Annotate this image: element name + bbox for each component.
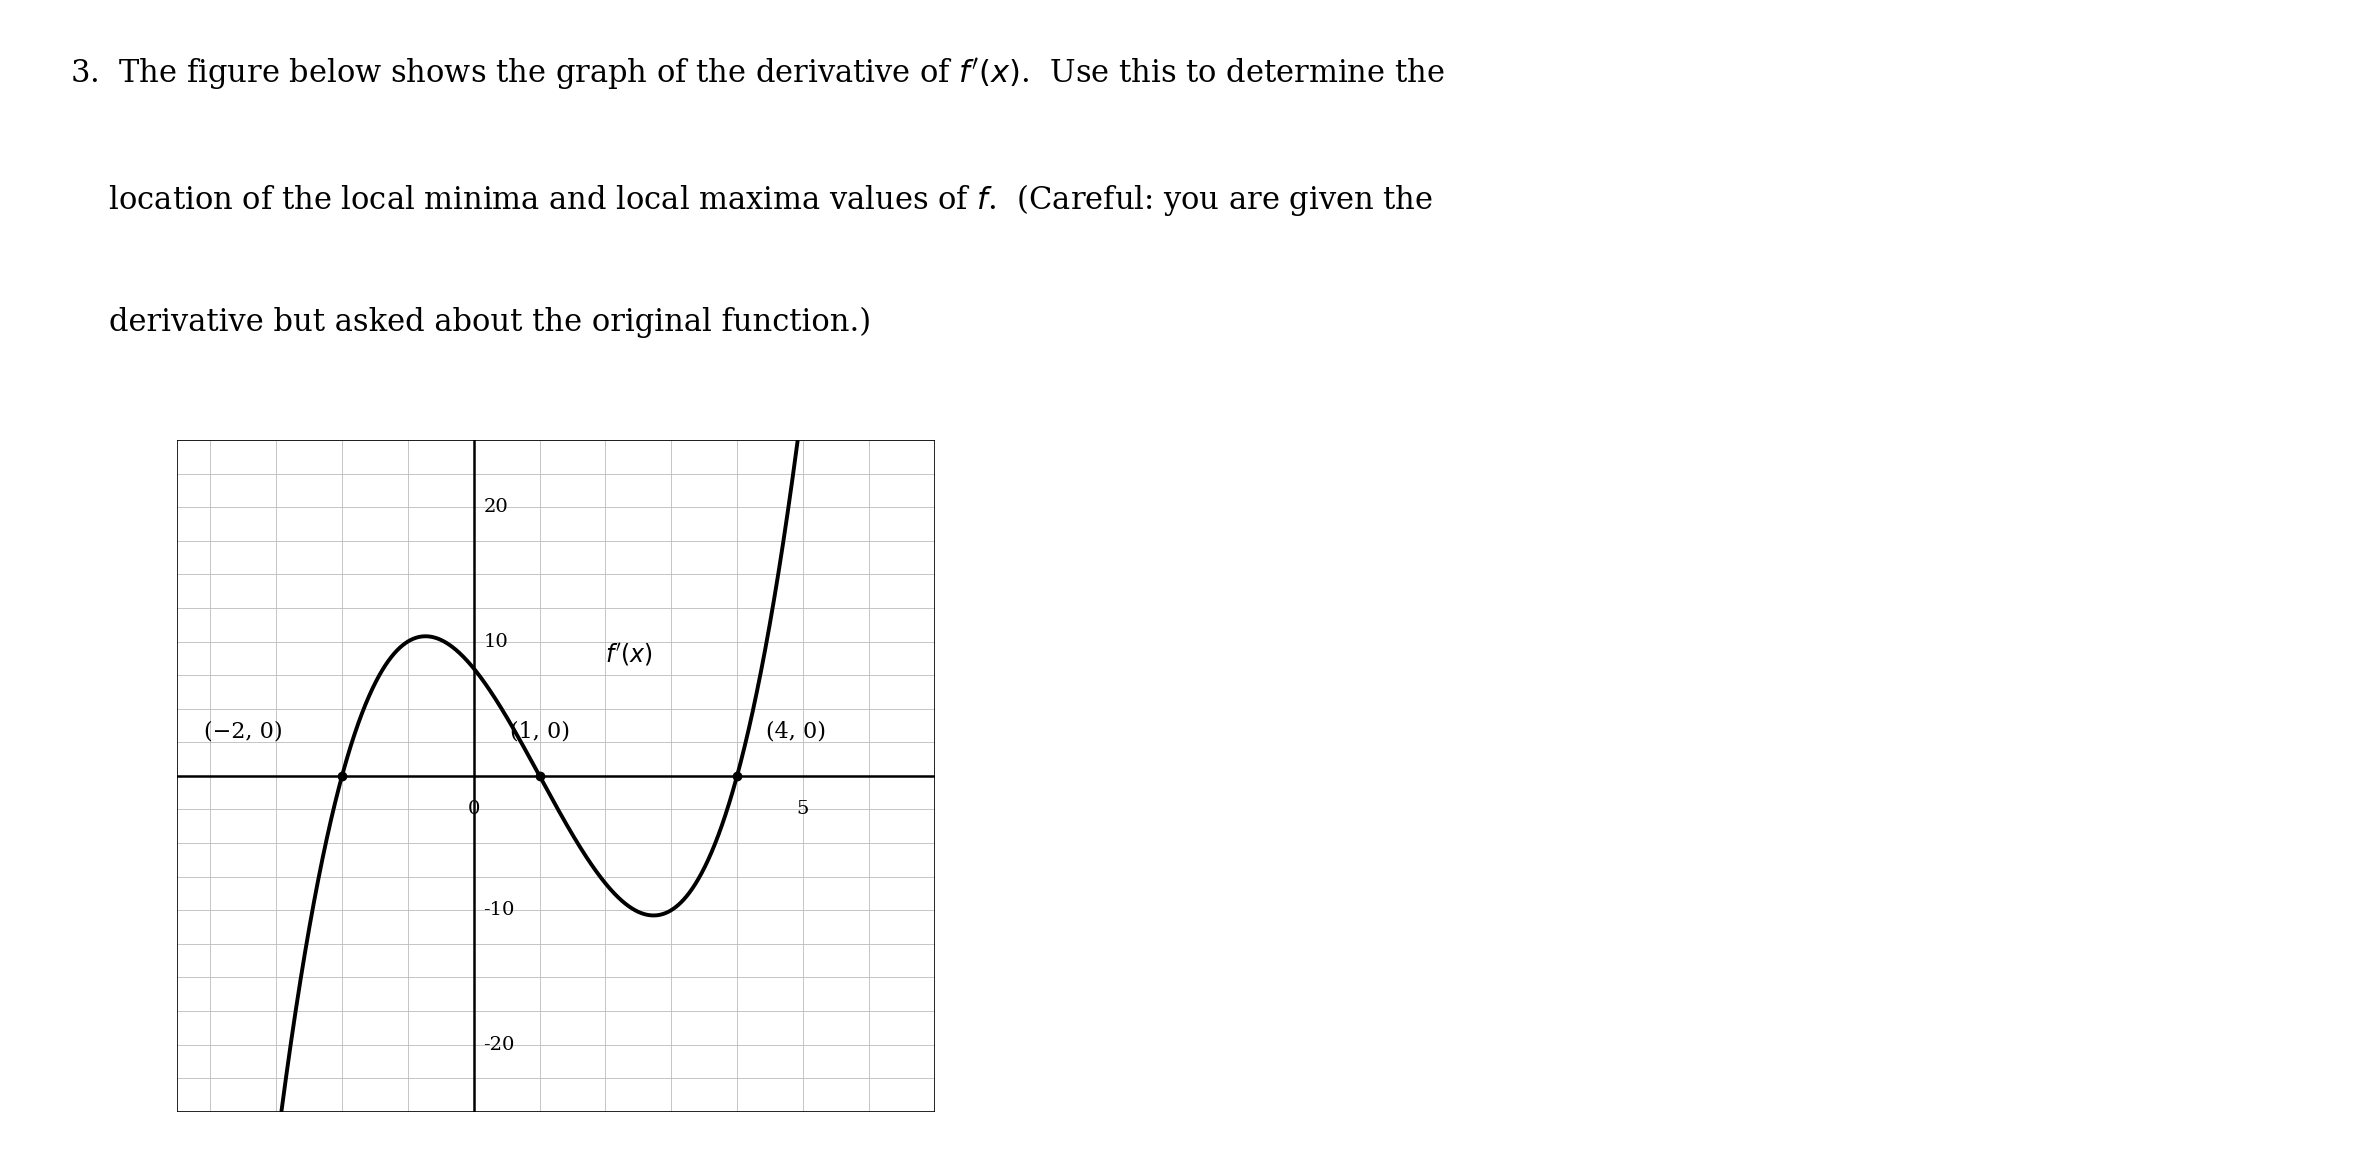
Text: 10: 10 — [483, 632, 509, 651]
Text: 20: 20 — [483, 498, 509, 516]
Text: 5: 5 — [797, 800, 809, 818]
Text: 0: 0 — [468, 800, 480, 818]
Text: 3.  The figure below shows the graph of the derivative of $f'(x)$.  Use this to : 3. The figure below shows the graph of t… — [69, 57, 1443, 93]
Text: (4, 0): (4, 0) — [767, 720, 826, 742]
Text: location of the local minima and local maxima values of $f$.  (Careful: you are : location of the local minima and local m… — [69, 182, 1434, 218]
Text: $f'(x)$: $f'(x)$ — [606, 642, 653, 668]
Text: (−2, 0): (−2, 0) — [203, 720, 282, 742]
Text: derivative but asked about the original function.): derivative but asked about the original … — [69, 307, 871, 338]
Text: -20: -20 — [483, 1035, 516, 1054]
Text: (1, 0): (1, 0) — [509, 720, 570, 742]
Text: -10: -10 — [483, 901, 516, 919]
